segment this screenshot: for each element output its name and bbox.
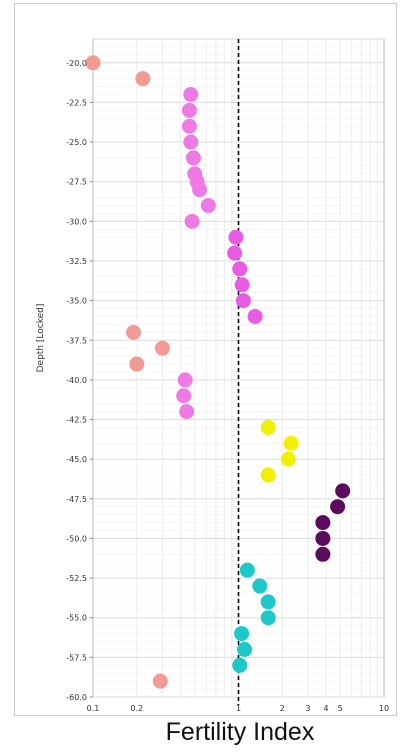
y-tick-label: -50.0	[66, 534, 87, 543]
data-point	[234, 277, 250, 293]
data-point	[330, 499, 346, 515]
data-point	[315, 530, 331, 546]
y-tick-label: -20.0	[66, 59, 87, 68]
data-point	[239, 562, 255, 578]
data-point	[260, 467, 276, 483]
y-tick-label: -55.0	[66, 614, 87, 623]
data-points	[85, 55, 351, 689]
data-point	[315, 515, 331, 531]
data-point	[85, 55, 101, 71]
data-point	[181, 118, 197, 134]
x-tick-labels: 0.1 0.2 1 2 3 4 5 10	[87, 704, 389, 713]
data-point	[177, 372, 193, 388]
data-point	[260, 610, 276, 626]
x-tick-label: 0.2	[130, 704, 143, 713]
x-tick-label: 10	[379, 704, 389, 713]
data-point	[184, 213, 200, 229]
data-point	[228, 229, 244, 245]
data-point	[129, 356, 145, 372]
x-tick-label: 1	[236, 704, 241, 713]
x-tick-label: 0.1	[87, 704, 100, 713]
y-tick-label: -57.5	[66, 653, 87, 662]
data-point	[237, 641, 253, 657]
x-tick-label: 4	[324, 704, 329, 713]
y-tick-label: -42.5	[66, 416, 87, 425]
data-point	[176, 388, 192, 404]
data-point	[179, 404, 195, 420]
y-tick-label: -30.0	[66, 217, 87, 226]
y-tick-label: -45.0	[66, 455, 87, 464]
data-point	[183, 134, 199, 150]
y-tick-label: -52.5	[66, 574, 87, 583]
x-tick-label: 2	[280, 704, 285, 713]
data-point	[283, 435, 299, 451]
data-point	[181, 102, 197, 118]
chart-frame: -20.0 -22.5 -25.0 -27.5 -30.0 -32.5 -35.0 -37.5…	[14, 3, 397, 716]
y-tick-label: -37.5	[66, 336, 87, 345]
y-tick-label: -27.5	[66, 178, 87, 187]
y-axis-title: Depth [Locked]	[36, 304, 46, 373]
data-point	[185, 150, 201, 166]
scatter-plot: -20.0 -22.5 -25.0 -27.5 -30.0 -32.5 -35.0 -37.5…	[36, 38, 389, 713]
data-point	[247, 308, 263, 324]
data-point	[192, 182, 208, 198]
data-point	[152, 673, 168, 689]
y-tick-label: -32.5	[66, 257, 87, 266]
data-point	[154, 340, 170, 356]
data-point	[260, 594, 276, 610]
data-point	[252, 578, 268, 594]
y-tick-label: -35.0	[66, 297, 87, 306]
x-axis-title: Fertility Index	[165, 718, 315, 746]
data-point	[200, 197, 216, 213]
data-point	[260, 419, 276, 435]
data-point	[315, 546, 331, 562]
y-tick-label: -22.5	[66, 98, 87, 107]
data-point	[232, 261, 248, 277]
x-tick-label: 5	[338, 704, 343, 713]
data-point	[280, 451, 296, 467]
y-tick-labels: -20.0 -22.5 -25.0 -27.5 -30.0 -32.5 -35.0 -37.5…	[66, 59, 87, 702]
y-tick-label: -25.0	[66, 138, 87, 147]
data-point	[232, 657, 248, 673]
data-point	[135, 71, 151, 87]
y-tick-label: -47.5	[66, 495, 87, 504]
data-point	[183, 86, 199, 102]
data-point	[335, 483, 351, 499]
data-point	[227, 245, 243, 261]
x-tick-label: 3	[305, 704, 310, 713]
y-tick-label: -60.0	[66, 693, 87, 702]
data-point	[235, 293, 251, 309]
y-tick-label: -40.0	[66, 376, 87, 385]
data-point	[126, 324, 142, 340]
data-point	[234, 626, 250, 642]
